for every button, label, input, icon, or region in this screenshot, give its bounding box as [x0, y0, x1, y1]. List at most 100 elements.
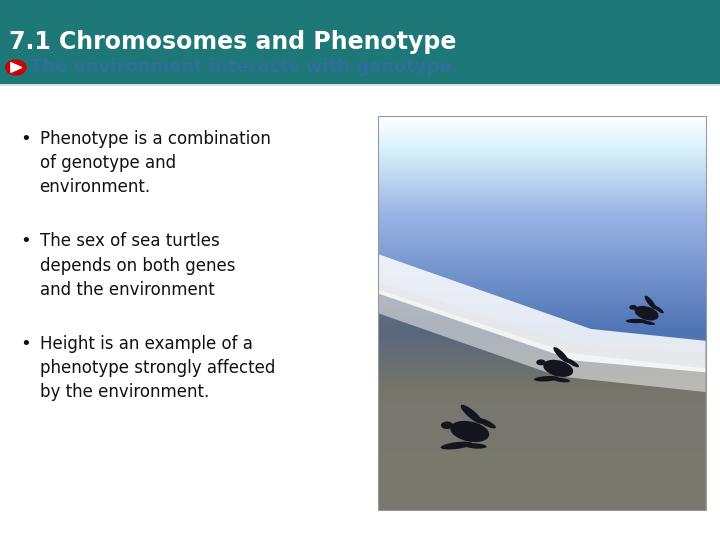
Bar — [378, 484, 706, 487]
Text: •: • — [20, 335, 30, 353]
Bar — [378, 226, 706, 228]
Bar — [378, 315, 706, 317]
Bar — [378, 301, 706, 303]
Text: •: • — [20, 130, 30, 147]
Text: The environment interacts with genotype.: The environment interacts with genotype. — [30, 58, 459, 77]
Bar — [378, 137, 706, 140]
Bar — [378, 433, 706, 435]
Bar — [378, 415, 706, 417]
Bar — [0, 82, 720, 84]
Bar — [378, 242, 706, 244]
Bar — [378, 234, 706, 237]
Bar — [378, 392, 706, 394]
Bar — [378, 423, 706, 426]
Bar — [0, 82, 720, 84]
Bar — [378, 281, 706, 284]
Bar — [378, 192, 706, 195]
Bar — [378, 258, 706, 260]
Bar — [378, 271, 706, 274]
Bar — [378, 273, 706, 276]
Bar — [378, 374, 706, 376]
Bar — [378, 295, 706, 298]
Bar — [378, 248, 706, 250]
Bar — [378, 157, 706, 159]
Bar — [378, 159, 706, 161]
Bar — [378, 348, 706, 350]
Bar — [378, 252, 706, 254]
Bar — [378, 200, 706, 203]
Bar — [378, 275, 706, 278]
Bar — [378, 450, 706, 453]
Bar — [378, 468, 706, 471]
Bar — [378, 482, 706, 485]
Bar — [378, 330, 706, 333]
Bar — [378, 492, 706, 495]
Bar — [378, 269, 706, 272]
Bar — [378, 116, 706, 118]
Bar — [378, 191, 706, 193]
Bar — [378, 228, 706, 231]
Bar — [0, 86, 371, 540]
Ellipse shape — [642, 321, 655, 325]
Bar — [378, 188, 706, 191]
Bar — [378, 246, 706, 248]
Bar — [378, 153, 706, 156]
Bar — [378, 364, 706, 367]
Bar — [378, 338, 706, 341]
Bar — [378, 340, 706, 343]
Bar — [378, 449, 706, 451]
Bar — [378, 327, 706, 329]
Bar — [378, 224, 706, 226]
Bar — [378, 125, 706, 128]
Ellipse shape — [461, 405, 482, 424]
Bar — [0, 82, 720, 84]
Bar — [378, 255, 706, 258]
Ellipse shape — [644, 296, 656, 309]
Bar — [378, 409, 706, 411]
Bar — [378, 368, 706, 370]
Bar — [378, 498, 706, 501]
Bar — [378, 455, 706, 457]
Bar — [378, 253, 706, 256]
Bar — [378, 435, 706, 437]
Bar — [378, 171, 706, 173]
Bar — [378, 325, 706, 327]
Bar — [378, 127, 706, 130]
Bar — [0, 82, 720, 84]
Bar — [378, 461, 706, 463]
Bar — [378, 291, 706, 293]
Ellipse shape — [534, 376, 559, 382]
Bar — [378, 118, 706, 120]
Bar — [378, 462, 706, 465]
Bar — [378, 488, 706, 490]
Bar — [378, 486, 706, 489]
Bar — [378, 437, 706, 440]
Bar — [378, 139, 706, 141]
Bar — [378, 372, 706, 374]
Ellipse shape — [536, 360, 546, 366]
Bar — [378, 417, 706, 420]
Bar — [0, 82, 720, 84]
Bar — [378, 506, 706, 508]
Bar — [378, 458, 706, 461]
Bar — [378, 206, 706, 209]
Bar — [378, 478, 706, 481]
Bar — [378, 504, 706, 507]
Bar — [378, 267, 706, 270]
Bar — [378, 502, 706, 504]
Bar — [0, 0, 720, 84]
Bar — [378, 476, 706, 479]
Bar — [378, 177, 706, 179]
Bar — [0, 82, 720, 84]
Bar — [378, 147, 706, 150]
Bar — [378, 421, 706, 423]
Bar — [0, 82, 720, 84]
Bar — [378, 380, 706, 382]
Bar — [0, 82, 720, 84]
Bar — [0, 82, 720, 84]
Bar — [0, 82, 720, 84]
Polygon shape — [378, 282, 706, 510]
Text: Phenotype is a combination
of genotype and
environment.: Phenotype is a combination of genotype a… — [40, 130, 271, 196]
Bar — [378, 395, 706, 398]
Bar — [0, 82, 720, 84]
